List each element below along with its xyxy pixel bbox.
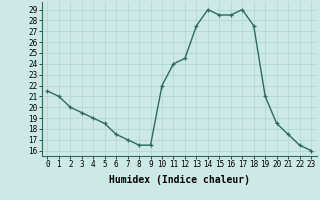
X-axis label: Humidex (Indice chaleur): Humidex (Indice chaleur) [109,175,250,185]
